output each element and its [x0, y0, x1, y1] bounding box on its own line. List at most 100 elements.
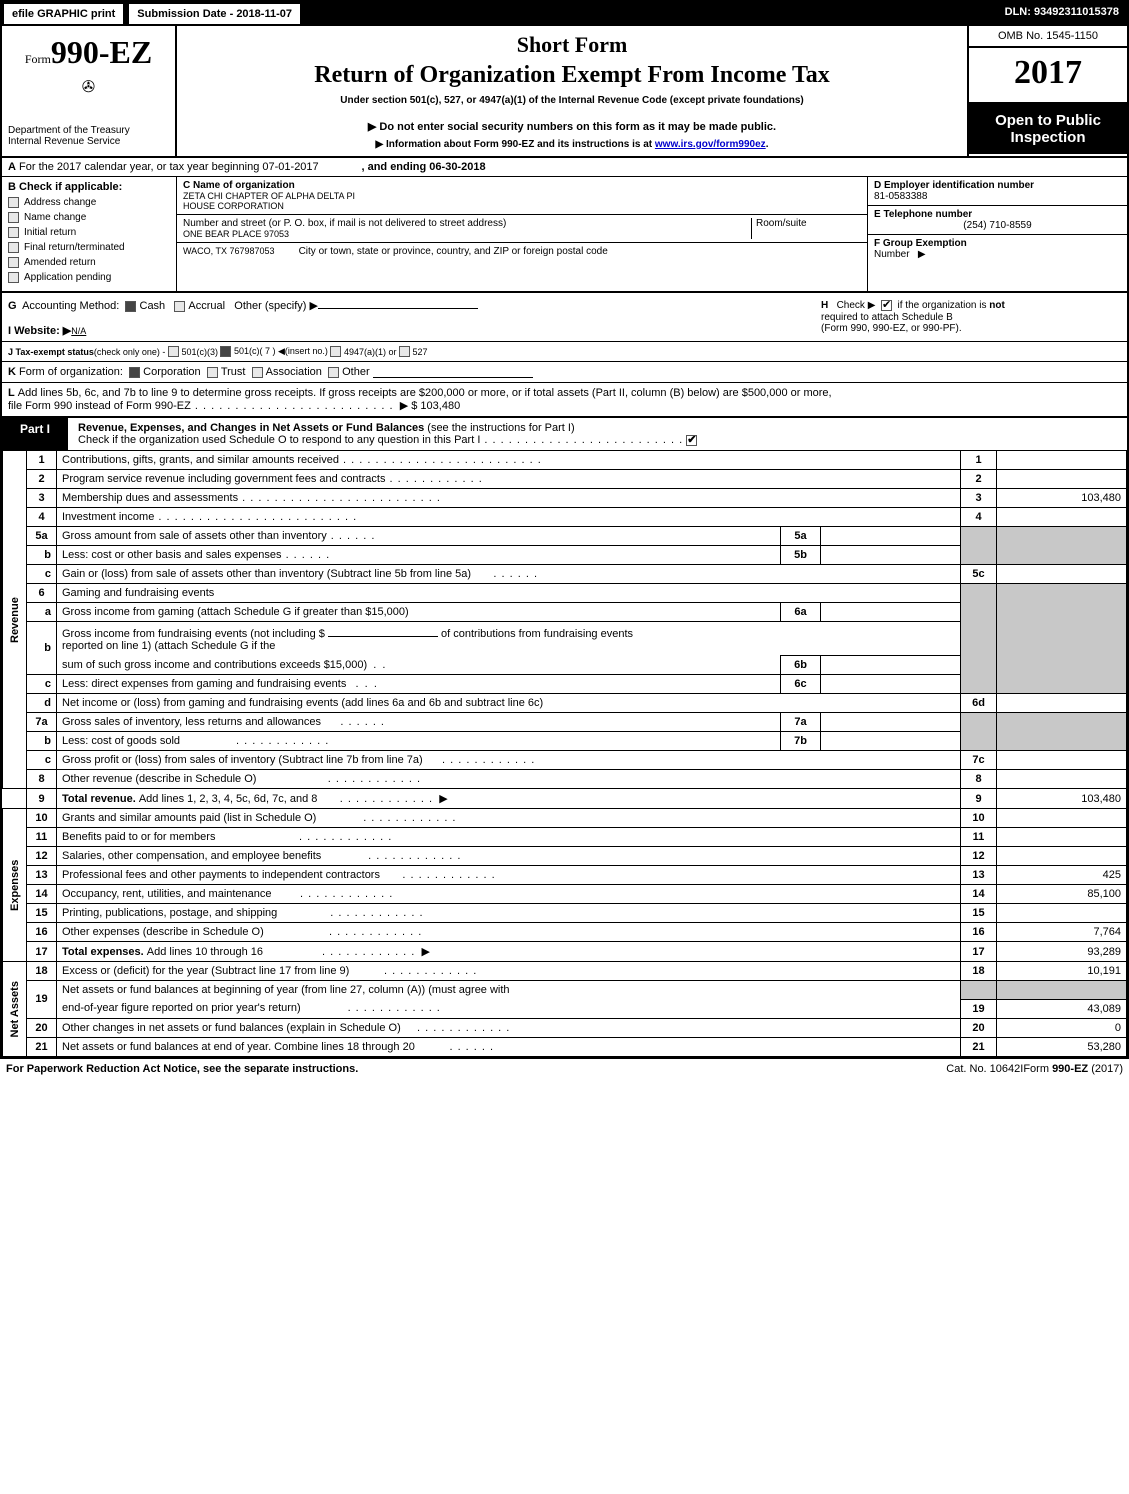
line-3-num: 3: [27, 489, 57, 508]
j-o4: 527: [413, 347, 428, 357]
line-15-cn: 15: [961, 904, 997, 923]
line-17-desc-2: Add lines 10 through 16: [147, 946, 263, 958]
line-12-cn: 12: [961, 847, 997, 866]
line-19-cn: 19: [961, 999, 997, 1018]
chk-label-5: Application pending: [24, 272, 111, 283]
line-11-cn: 11: [961, 828, 997, 847]
line-16-cn: 16: [961, 923, 997, 942]
line-15-desc: Printing, publications, postage, and shi…: [62, 907, 277, 919]
line-7a-iamt: [821, 713, 961, 732]
l-amount: ▶ $ 103,480: [400, 400, 460, 412]
line-8-desc: Other revenue (describe in Schedule O): [62, 773, 256, 785]
line-5b-num: b: [27, 546, 57, 565]
j-paren: (check only one) -: [94, 347, 166, 357]
line-5b-desc: Less: cost or other basis and sales expe…: [62, 549, 282, 561]
checkbox-527[interactable]: [399, 346, 410, 357]
grey-5ab-amt: [997, 527, 1127, 565]
line-5a-num: 5a: [27, 527, 57, 546]
line-5a-iamt: [821, 527, 961, 546]
line-6d-cn: 6d: [961, 694, 997, 713]
website-value: N/A: [71, 326, 86, 336]
k-letter: K: [8, 366, 16, 378]
footer-paperwork: For Paperwork Reduction Act Notice, see …: [6, 1063, 666, 1075]
h-check: Check ▶: [837, 301, 876, 312]
part-1-table: Revenue 1 Contributions, gifts, grants, …: [2, 450, 1127, 1057]
ein-value: 81-0583388: [874, 191, 927, 202]
ssn-warning: ▶ Do not enter social security numbers o…: [189, 120, 955, 133]
checkbox-501c3[interactable]: [168, 346, 179, 357]
line-7c-num: c: [27, 751, 57, 770]
irs-link[interactable]: www.irs.gov/form990ez: [655, 139, 766, 150]
line-6a-in: 6a: [781, 603, 821, 622]
checkbox-association[interactable]: [252, 367, 263, 378]
line-6c-num: c: [27, 675, 57, 694]
info-line: ▶ Information about Form 990-EZ and its …: [189, 139, 955, 150]
b-letter: B: [8, 181, 16, 193]
checkbox-corporation[interactable]: [129, 367, 140, 378]
line-7b-num: b: [27, 732, 57, 751]
org-name-2: HOUSE CORPORATION: [183, 201, 861, 211]
line-7a-in: 7a: [781, 713, 821, 732]
line-6d-num: d: [27, 694, 57, 713]
i-label: I Website: ▶: [8, 325, 71, 337]
line-8-num: 8: [27, 770, 57, 789]
line-5a-desc: Gross amount from sale of assets other t…: [62, 530, 327, 542]
k-o4: Other: [342, 366, 370, 378]
g-letter: G: [8, 300, 17, 312]
line-13-num: 13: [27, 866, 57, 885]
checkbox-schedule-o[interactable]: [686, 435, 697, 446]
checkbox-final-return[interactable]: [8, 242, 19, 253]
checkbox-h-schedule-b[interactable]: [881, 300, 892, 311]
h-text-3: required to attach Schedule B: [821, 312, 953, 323]
line-4-num: 4: [27, 508, 57, 527]
checkbox-initial-return[interactable]: [8, 227, 19, 238]
line-7c-amt: [997, 751, 1127, 770]
line-6b-iamt: [821, 656, 961, 675]
c-label: C Name of organization: [183, 180, 861, 191]
line-14-num: 14: [27, 885, 57, 904]
line-9-desc-2: Add lines 1, 2, 3, 4, 5c, 6d, 7c, and 8: [139, 793, 318, 805]
checkbox-other-org[interactable]: [328, 367, 339, 378]
line-20-num: 20: [27, 1018, 57, 1037]
line-21-amt: 53,280: [997, 1037, 1127, 1056]
line-6b-desc-1: Gross income from fundraising events (no…: [62, 628, 328, 640]
chk-label-2: Initial return: [24, 227, 76, 238]
title-short-form: Short Form: [189, 32, 955, 58]
g-cash: Cash: [140, 300, 166, 312]
checkbox-address-change[interactable]: [8, 197, 19, 208]
line-8-amt: [997, 770, 1127, 789]
line-16-num: 16: [27, 923, 57, 942]
room-suite-label: Room/suite: [751, 218, 861, 239]
checkbox-501c[interactable]: [220, 346, 231, 357]
dept-irs: Internal Revenue Service: [8, 136, 169, 147]
checkbox-amended[interactable]: [8, 257, 19, 268]
line-a-end: , and ending 06-30-2018: [361, 161, 485, 173]
line-6b-desc-2: of contributions from fundraising events: [438, 628, 633, 640]
checkbox-app-pending[interactable]: [8, 272, 19, 283]
line-1-cn: 1: [961, 451, 997, 470]
l-text-1: Add lines 5b, 6c, and 7b to line 9 to de…: [18, 387, 832, 399]
line-3-cn: 3: [961, 489, 997, 508]
checkbox-4947[interactable]: [330, 346, 341, 357]
open-to-public: Open to Public Inspection: [969, 104, 1127, 154]
line-17-desc: Total expenses.: [62, 946, 147, 958]
line-18-num: 18: [27, 962, 57, 981]
line-5c-amt: [997, 565, 1127, 584]
d-label: D Employer identification number: [874, 180, 1034, 191]
row-l: L Add lines 5b, 6c, and 7b to line 9 to …: [2, 383, 1127, 418]
f-arrow: ▶: [918, 249, 926, 260]
checkbox-cash[interactable]: [125, 301, 136, 312]
g-other-blank: [318, 297, 478, 309]
line-6b-blank: [328, 625, 438, 637]
line-11-desc: Benefits paid to or for members: [62, 831, 215, 843]
checkbox-name-change[interactable]: [8, 212, 19, 223]
line-19-desc-1: Net assets or fund balances at beginning…: [57, 981, 961, 1000]
checkbox-trust[interactable]: [207, 367, 218, 378]
grey-19-amt: [997, 981, 1127, 1000]
e-label: E Telephone number: [874, 209, 972, 220]
checkbox-accrual[interactable]: [174, 301, 185, 312]
line-7a-num: 7a: [27, 713, 57, 732]
line-10-cn: 10: [961, 809, 997, 828]
footer-r3: (2017): [1088, 1063, 1123, 1075]
grey-7ab: [961, 713, 997, 751]
